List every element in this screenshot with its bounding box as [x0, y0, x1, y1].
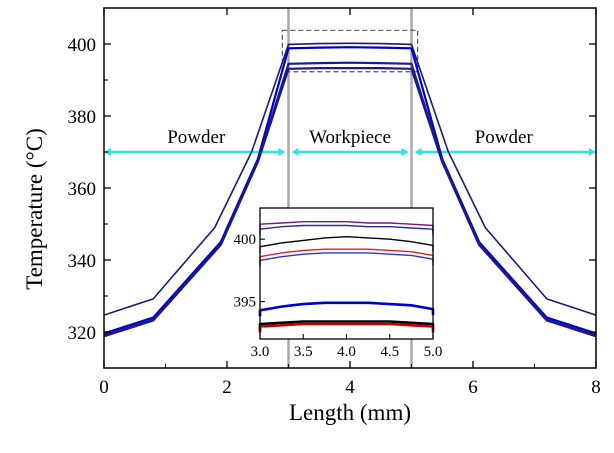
inset-series-line-2 [259, 224, 434, 236]
region-arrowhead-right-2 [401, 148, 409, 156]
inset-series-line-4 [259, 248, 434, 263]
x-tick-label-1: 2 [222, 377, 232, 398]
inset-series-line-7 [258, 320, 435, 330]
region-label-2: Workpiece [309, 127, 391, 148]
x-tick-label-3: 6 [468, 377, 478, 398]
y-tick-label-2: 360 [68, 179, 97, 200]
y-tick-label-0: 320 [68, 323, 97, 344]
inset-series-line-5 [259, 252, 434, 267]
series-line-1 [103, 42, 597, 316]
y-axis-title: Temperature (°C) [22, 128, 47, 289]
region-arrowhead-right-1 [278, 148, 286, 156]
inset-x-tick-label-4: 5.0 [424, 344, 443, 360]
inset-y-tick-label-0: 395 [234, 295, 257, 311]
x-tick-label-4: 8 [591, 377, 601, 398]
x-tick-label-2: 4 [345, 377, 355, 398]
inset-x-tick-label-3: 4.5 [380, 344, 399, 360]
region-label-1: Powder [167, 127, 226, 148]
x-tick-label-0: 0 [99, 377, 109, 398]
main-plot-area: Powder Workpiece Powder 0 2 4 6 8 320 340 360 380 40… [68, 7, 601, 398]
region-label-3: Powder [475, 127, 534, 148]
zoom-region-box [281, 29, 419, 73]
inset-x-tick-label-0: 3.0 [251, 344, 270, 360]
inset-series-line-6 [258, 301, 435, 317]
inset-background [260, 208, 433, 339]
y-tick-label-1: 340 [68, 251, 97, 272]
y-tick-label-3: 380 [68, 107, 97, 128]
inset-x-tick-label-2: 4.0 [337, 344, 356, 360]
inset-series-line-3 [259, 235, 434, 253]
inset-y-tick-label-1: 400 [234, 232, 257, 248]
x-axis-title: Length (mm) [289, 400, 411, 425]
inset-x-tick-label-1: 3.5 [294, 344, 313, 360]
inset-series-line-8 [258, 322, 435, 333]
inset-plot-area: 3.0 3.5 4.0 4.5 5.0 395 400 [234, 207, 443, 360]
series-line-4 [103, 66, 597, 338]
inset-series-line-1 [259, 220, 434, 232]
region-arrowhead-left-3 [414, 148, 422, 156]
region-arrowhead-left-2 [291, 148, 299, 156]
region-arrowhead-right-3 [589, 148, 596, 156]
y-tick-label-4: 400 [68, 35, 97, 56]
